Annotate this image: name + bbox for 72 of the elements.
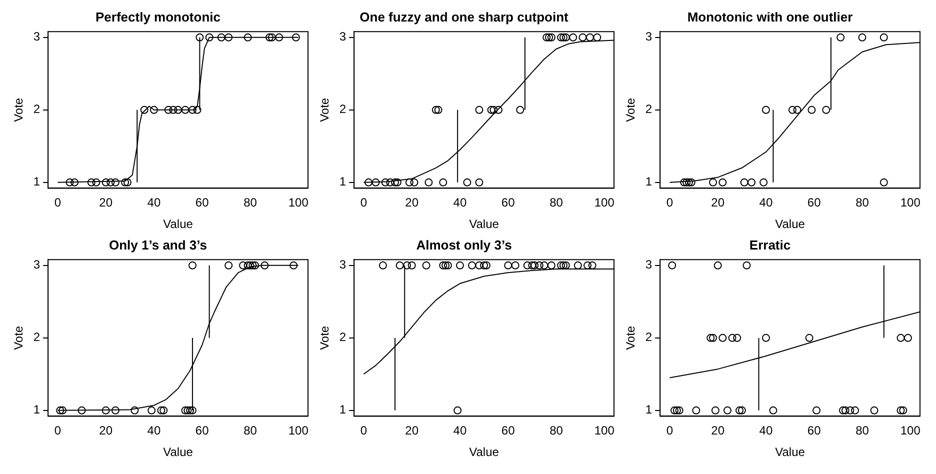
x-tick-label: 100 (594, 424, 615, 438)
y-tick-label: 2 (339, 102, 346, 116)
x-tick-label: 60 (807, 196, 822, 210)
x-tick-label: 20 (99, 424, 113, 438)
y-tick-label: 2 (645, 102, 652, 116)
y-tick-label: 3 (339, 30, 346, 44)
x-tick-label: 100 (594, 196, 615, 210)
y-axis-title: Vote (624, 98, 638, 122)
x-tick-label: 0 (54, 424, 62, 438)
y-axis-title: Vote (318, 98, 332, 122)
x-tick-label: 60 (195, 424, 210, 438)
chart-title: Erratic (749, 237, 791, 252)
y-axis-title: Vote (12, 98, 26, 122)
y-tick-label: 1 (645, 174, 652, 189)
x-tick-label: 40 (453, 424, 467, 438)
x-tick-label: 40 (147, 424, 161, 438)
y-tick-label: 3 (33, 30, 40, 44)
y-tick-label: 1 (339, 402, 346, 417)
x-axis-title: Value (163, 217, 194, 232)
x-tick-label: 60 (807, 424, 822, 438)
x-tick-label: 0 (360, 424, 368, 438)
y-tick-label: 2 (339, 330, 346, 344)
y-tick-label: 1 (339, 174, 346, 189)
y-axis-title: Vote (12, 326, 26, 350)
y-tick-label: 1 (33, 174, 40, 189)
chart-title: Monotonic with one outlier (687, 9, 853, 24)
x-axis-title: Value (163, 445, 194, 460)
chart-title: Almost only 3’s (416, 237, 512, 252)
y-tick-label: 3 (645, 30, 652, 44)
chart-title: One fuzzy and one sharp cutpoint (360, 9, 570, 24)
x-tick-label: 100 (900, 196, 921, 210)
x-axis-title: Value (469, 445, 500, 460)
x-tick-label: 100 (288, 196, 309, 210)
x-tick-label: 0 (54, 196, 62, 210)
y-tick-label: 1 (645, 402, 652, 417)
x-tick-label: 80 (244, 196, 258, 210)
y-tick-label: 2 (645, 330, 652, 344)
x-tick-label: 100 (900, 424, 921, 438)
x-axis-title: Value (469, 217, 500, 232)
x-tick-label: 100 (288, 424, 309, 438)
x-tick-label: 40 (759, 196, 773, 210)
x-tick-label: 40 (759, 424, 773, 438)
x-tick-label: 60 (195, 196, 210, 210)
x-tick-label: 20 (711, 196, 725, 210)
y-tick-label: 2 (33, 330, 40, 344)
y-tick-label: 1 (33, 402, 40, 417)
y-tick-label: 2 (33, 102, 40, 116)
x-tick-label: 80 (550, 424, 564, 438)
x-tick-label: 0 (666, 424, 674, 438)
y-axis-title: Vote (624, 326, 638, 350)
x-tick-label: 80 (856, 196, 870, 210)
chart-title: Perfectly monotonic (96, 9, 220, 24)
chart-title: Only 1’s and 3’s (108, 237, 208, 252)
y-tick-label: 3 (33, 258, 40, 272)
x-tick-label: 20 (405, 424, 419, 438)
y-axis-title: Vote (318, 326, 332, 350)
y-tick-label: 3 (339, 258, 346, 272)
x-tick-label: 0 (360, 196, 368, 210)
x-tick-label: 0 (666, 196, 674, 210)
x-tick-label: 60 (501, 196, 516, 210)
x-axis-title: Value (775, 445, 806, 460)
x-tick-label: 80 (550, 196, 564, 210)
x-tick-label: 60 (501, 424, 516, 438)
x-tick-label: 20 (711, 424, 725, 438)
x-tick-label: 80 (244, 424, 258, 438)
x-tick-label: 40 (453, 196, 467, 210)
x-tick-label: 20 (99, 196, 113, 210)
y-tick-label: 3 (645, 258, 652, 272)
x-tick-label: 40 (147, 196, 161, 210)
x-tick-label: 20 (405, 196, 419, 210)
x-axis-title: Value (775, 217, 806, 232)
x-tick-label: 80 (856, 424, 870, 438)
